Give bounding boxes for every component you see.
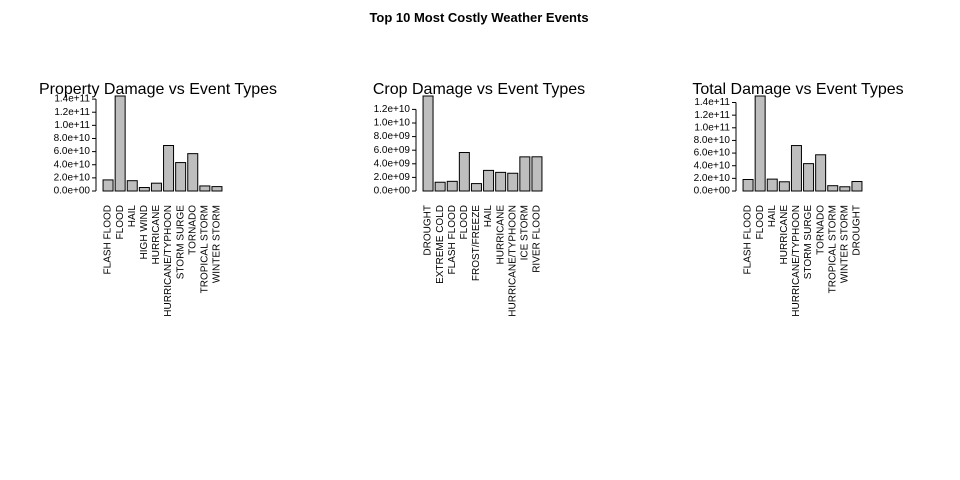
y-tick-label: 1.2e+11 (54, 107, 90, 118)
y-tick-label: 2.0e+09 (374, 172, 411, 183)
x-tick-label: STORM SURGE (175, 205, 186, 280)
bar (150, 182, 162, 192)
bar (827, 185, 839, 192)
y-tick-label: 4.0e+09 (374, 158, 411, 169)
x-tick-label: HIGH WIND (139, 205, 150, 259)
x-tick-label: HURRICANE/TYPHOON (163, 205, 174, 317)
x-tick-label: TROPICAL STORM (199, 205, 210, 293)
y-tick-label: 4.0e+10 (694, 160, 731, 171)
y-tick-label: 8.0e+10 (694, 135, 731, 146)
x-tick-label: TORNADO (187, 205, 198, 255)
bar (742, 178, 754, 192)
x-tick-label: FLOOD (115, 205, 126, 239)
bar (199, 185, 211, 192)
x-tick-label: HURRICANE (779, 205, 790, 265)
x-tick-label: HAIL (767, 205, 778, 228)
y-tick-label: 6.0e+10 (54, 146, 91, 157)
x-tick-label: FROST/FREEZE (471, 205, 482, 281)
bar (815, 154, 827, 192)
y-tick-label: 6.0e+10 (694, 148, 731, 159)
x-tick-label: FLASH FLOOD (103, 205, 114, 274)
bar (754, 95, 766, 192)
bar (446, 180, 458, 192)
y-tick-label: 2.0e+10 (694, 173, 731, 184)
chart-title: Total Damage vs Event Types (692, 81, 903, 98)
bar (175, 162, 187, 192)
y-tick-label: 1.2e+11 (694, 110, 730, 121)
x-tick-label: HURRICANE (151, 205, 162, 265)
x-tick-label: TROPICAL STORM (827, 205, 838, 293)
x-tick-label: FLOOD (755, 205, 766, 239)
x-tick-label: HURRICANE/TYPHOON (791, 205, 802, 317)
bar (790, 145, 802, 192)
bar (187, 153, 199, 192)
y-tick-label: 1.0e+11 (694, 122, 730, 133)
y-tick-label: 1.4e+11 (694, 97, 730, 108)
bar (126, 180, 138, 192)
figure-title: Top 10 Most Costly Weather Events (369, 10, 588, 25)
y-tick-label: 1.4e+11 (54, 94, 90, 105)
bar (102, 179, 114, 192)
bar (778, 181, 790, 192)
bar (470, 183, 482, 192)
bar (531, 156, 543, 192)
y-tick-label: 1.0e+11 (54, 120, 90, 131)
x-tick-label: DROUGHT (852, 205, 863, 256)
y-tick-label: 0.0e+00 (374, 186, 411, 197)
y-tick-label: 0.0e+00 (694, 186, 731, 197)
y-tick-label: 6.0e+09 (374, 145, 411, 156)
y-tick-label: 1.0e+10 (374, 118, 411, 129)
y-tick-label: 8.0e+10 (54, 133, 91, 144)
x-tick-label: ICE STORM (519, 205, 530, 260)
y-tick-label: 2.0e+10 (54, 173, 91, 184)
x-tick-label: HURRICANE (495, 205, 506, 265)
y-tick-label: 4.0e+10 (54, 159, 91, 170)
bar (483, 169, 495, 192)
y-tick-label: 8.0e+09 (374, 131, 411, 142)
x-tick-label: EXTREME COLD (435, 205, 446, 284)
x-tick-label: FLASH FLOOD (447, 205, 458, 274)
x-tick-label: RIVER FLOOD (532, 205, 543, 273)
x-tick-label: HAIL (483, 205, 494, 228)
bar (211, 186, 223, 192)
bar (507, 172, 519, 192)
chart-title: Crop Damage vs Event Types (373, 81, 585, 98)
bar (839, 186, 851, 192)
bar (138, 187, 150, 192)
x-tick-label: TORNADO (815, 205, 826, 255)
x-tick-label: WINTER STORM (839, 205, 850, 283)
bar (803, 163, 815, 192)
bar (519, 156, 531, 192)
bar (495, 171, 507, 192)
x-tick-label: HAIL (127, 205, 138, 228)
bar (422, 95, 434, 192)
x-tick-label: WINTER STORM (212, 205, 223, 283)
x-tick-label: FLASH FLOOD (743, 205, 754, 274)
bar (458, 152, 470, 192)
x-tick-label: STORM SURGE (803, 205, 814, 280)
x-tick-label: FLOOD (459, 205, 470, 239)
bar (851, 181, 863, 192)
y-tick-label: 0.0e+00 (54, 186, 91, 197)
bar (114, 95, 126, 192)
bar (434, 181, 446, 192)
bar (766, 178, 778, 192)
x-tick-label: HURRICANE/TYPHOON (507, 205, 518, 317)
x-tick-label: DROUGHT (423, 205, 434, 256)
y-tick-label: 1.2e+10 (374, 104, 411, 115)
bar (163, 145, 175, 192)
chart-title: Property Damage vs Event Types (39, 81, 277, 98)
